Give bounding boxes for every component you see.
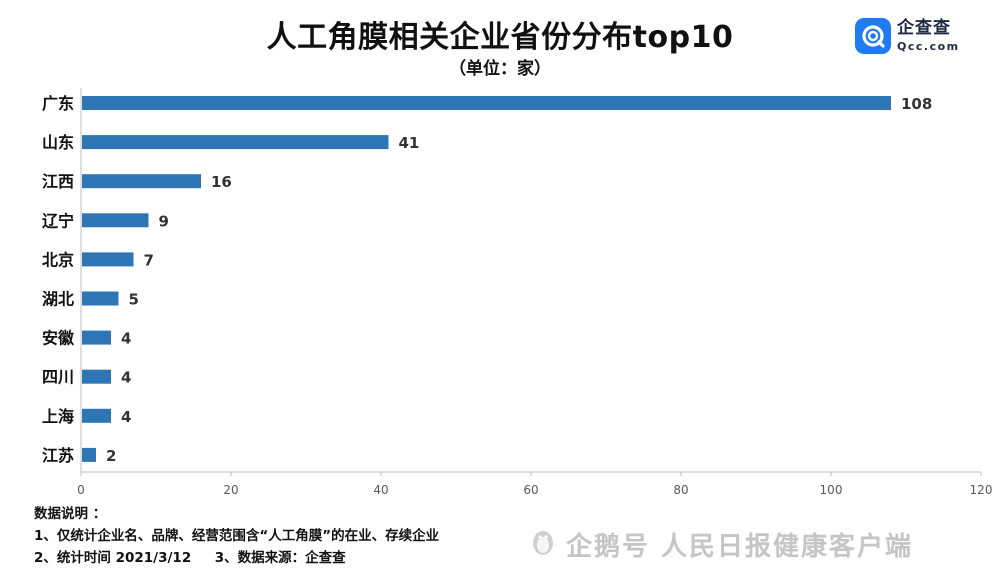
bar <box>82 408 111 423</box>
x-tick-label: 80 <box>673 483 688 497</box>
data-label: 9 <box>159 212 169 230</box>
data-label: 2 <box>106 447 116 465</box>
category-label: 四川 <box>42 368 74 387</box>
bar <box>82 135 389 150</box>
bar <box>82 174 201 189</box>
x-tick-label: 20 <box>223 483 238 497</box>
chart-subtitle: （单位：家） <box>449 59 551 79</box>
watermark: 企鹅号 人民日报健康客户端 <box>528 526 913 563</box>
bar <box>82 369 111 384</box>
qcc-logo: 企查查 Qcc.com <box>855 16 960 56</box>
logo-name: 企查查 <box>897 18 951 38</box>
penguin-icon <box>528 526 558 563</box>
data-label: 4 <box>121 369 131 387</box>
bar <box>82 291 119 306</box>
x-tick-label: 60 <box>523 483 538 497</box>
x-tick-label: 0 <box>77 483 85 497</box>
x-tick-label: 40 <box>373 483 388 497</box>
category-label: 江西 <box>42 172 74 191</box>
logo-url: Qcc.com <box>897 40 960 53</box>
data-label: 4 <box>121 330 131 348</box>
bar <box>82 96 891 110</box>
qcc-logo-icon <box>855 18 891 54</box>
category-label: 湖北 <box>42 290 74 309</box>
bar <box>82 330 111 345</box>
notes-line-2: 2、统计时间 2021/3/12 3、数据来源：企查查 <box>34 550 346 566</box>
category-label: 江苏 <box>42 446 74 465</box>
data-label: 108 <box>901 95 932 113</box>
category-label: 辽宁 <box>42 211 74 230</box>
data-label: 5 <box>129 291 139 309</box>
watermark-text: 企鹅号 人民日报健康客户端 <box>566 532 914 562</box>
category-label: 北京 <box>42 250 74 269</box>
x-tick-label: 100 <box>820 483 843 497</box>
data-label: 41 <box>399 134 420 152</box>
data-notes: 数据说明 ： 1、仅统计企业名、品牌、经营范围含“人工角膜”的在业、存续企业 2… <box>34 503 439 569</box>
bar <box>82 447 96 462</box>
data-label: 7 <box>144 251 154 269</box>
x-tick-label: 120 <box>970 483 993 497</box>
bar <box>82 213 149 228</box>
bar <box>82 252 134 267</box>
category-label: 广东 <box>42 94 74 113</box>
chart-title: 人工角膜相关企业省份分布top10 <box>266 20 734 55</box>
notes-line-1: 1、仅统计企业名、品牌、经营范围含“人工角膜”的在业、存续企业 <box>34 528 440 544</box>
category-label: 山东 <box>42 133 74 152</box>
data-label: 16 <box>211 173 232 191</box>
category-label: 上海 <box>42 407 74 426</box>
data-label: 4 <box>121 408 131 426</box>
category-label: 安徽 <box>42 329 75 348</box>
notes-header: 数据说明 ： <box>34 506 107 522</box>
